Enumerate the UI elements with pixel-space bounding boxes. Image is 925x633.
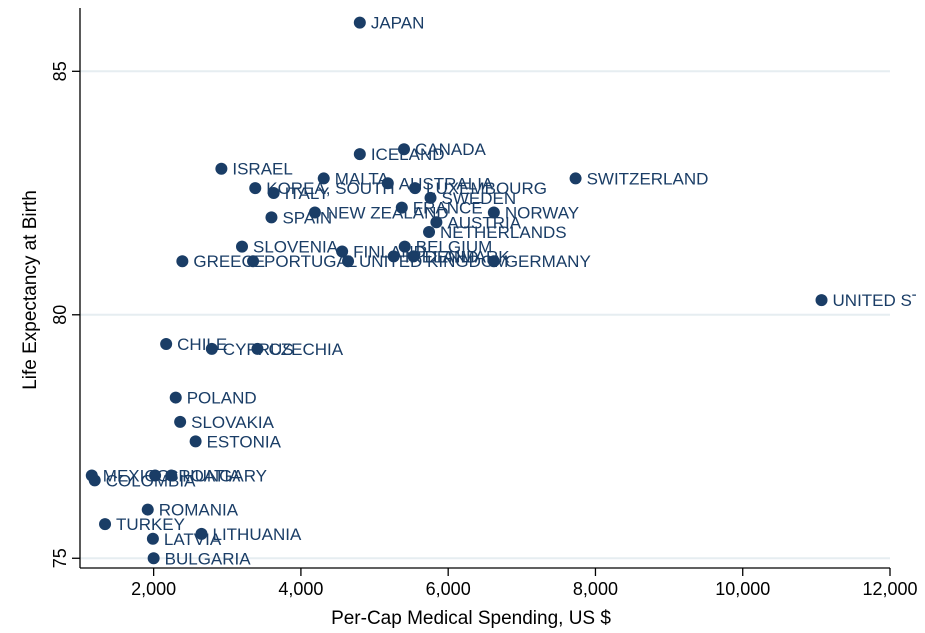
data-point — [176, 255, 189, 268]
point-label: CZECHIA — [268, 340, 343, 359]
data-point — [353, 16, 366, 29]
point-label: UNITED KINGDOM — [359, 252, 508, 271]
point-label: LUXEMBOURG — [426, 179, 547, 198]
data-point — [487, 206, 500, 219]
point-label: CANADA — [415, 140, 487, 159]
point-label: ISRAEL — [232, 160, 292, 179]
y-tick-label: 80 — [50, 305, 70, 325]
data-point — [205, 342, 218, 355]
point-label: NORWAY — [505, 204, 579, 223]
data-point — [381, 177, 394, 190]
point-label: SWITZERLAND — [587, 169, 709, 188]
point-label: SLOVAKIA — [191, 413, 274, 432]
data-point — [409, 182, 422, 195]
point-label: ESTONIA — [207, 432, 282, 451]
point-label: CROATIA — [166, 466, 241, 485]
data-point — [249, 182, 262, 195]
x-tick-label: 10,000 — [715, 579, 770, 599]
data-point — [407, 250, 420, 263]
point-label: LATVIA — [164, 530, 222, 549]
data-point — [165, 469, 178, 482]
point-label: LITHUANIA — [213, 525, 302, 544]
data-point — [398, 143, 410, 156]
point-label: BULGARIA — [165, 549, 252, 568]
data-point — [195, 527, 208, 540]
y-tick-label: 85 — [50, 61, 70, 81]
point-label: SLOVENIA — [253, 238, 339, 257]
point-label: PORTUGAL — [264, 252, 357, 271]
point-label: JAPAN — [371, 14, 425, 33]
data-point — [395, 201, 408, 214]
data-point — [247, 255, 260, 268]
data-point — [423, 226, 436, 238]
data-point — [342, 255, 355, 268]
data-point — [308, 206, 321, 219]
data-point — [169, 391, 182, 404]
point-label: AUSTRIA — [447, 213, 521, 232]
data-point — [160, 338, 173, 350]
point-label: NETHERLANDS — [440, 223, 567, 242]
data-point — [149, 469, 162, 482]
x-tick-label: 2,000 — [131, 579, 176, 599]
axes: 75 80 85 2,000 4,000 6,000 8,000 10,000 12,000 — [50, 8, 918, 599]
data-point — [99, 518, 112, 531]
data-point — [174, 415, 187, 428]
point-label: GERMANY — [505, 252, 591, 271]
data-point — [336, 245, 349, 258]
x-tick-label: 12,000 — [862, 579, 917, 599]
data-point — [353, 148, 366, 161]
point-label: NEW ZEALAND — [326, 204, 449, 223]
point-label: CHILE — [177, 335, 227, 354]
y-tick-label: 75 — [50, 548, 70, 568]
y-axis-title: Life Expectancy at Birth — [20, 190, 41, 390]
point-label: ITALY — [285, 184, 330, 203]
point-label: SPAIN — [282, 208, 332, 227]
x-axis-title: Per-Cap Medical Spending, US $ — [331, 608, 611, 629]
data-point — [398, 240, 411, 253]
data-point — [236, 240, 248, 253]
point-label: UNITED STATES — [833, 291, 925, 310]
data-point — [146, 532, 159, 545]
data-point — [317, 172, 330, 185]
data-point — [267, 187, 280, 200]
data-point — [147, 552, 160, 565]
data-point — [189, 435, 202, 448]
data-point — [424, 191, 437, 204]
data-point — [387, 250, 400, 263]
point-label: HUNGARY — [182, 466, 267, 485]
data-point — [265, 211, 278, 224]
data-point — [430, 216, 443, 229]
data-point — [141, 503, 154, 516]
data-point — [251, 342, 264, 355]
point-label: MALTA — [335, 169, 390, 188]
point-label: IRELAND — [405, 247, 479, 266]
point-label: FRANCE — [413, 199, 483, 218]
gridlines — [80, 70, 890, 560]
data-point — [487, 255, 500, 268]
data-point — [88, 474, 101, 487]
point-label: ICELAND — [371, 145, 445, 164]
x-tick-label: 4,000 — [278, 579, 323, 599]
point-label: KOREA, SOUTH — [266, 179, 394, 198]
data-point — [215, 162, 228, 175]
point-label: TURKEY — [116, 515, 185, 534]
point-label: SWEDEN — [442, 189, 517, 208]
point-label: ROMANIA — [159, 501, 239, 520]
x-tick-label: 8,000 — [573, 579, 618, 599]
point-label: POLAND — [187, 389, 257, 408]
point-label: GREECE — [193, 252, 265, 271]
x-tick-label: 6,000 — [426, 579, 471, 599]
data-point — [569, 172, 582, 185]
point-label: COLOMBIA — [106, 471, 196, 490]
point-label: AUSTRALIA — [399, 174, 494, 193]
point-label: BELGIUM — [416, 238, 493, 257]
data-point — [815, 294, 828, 307]
